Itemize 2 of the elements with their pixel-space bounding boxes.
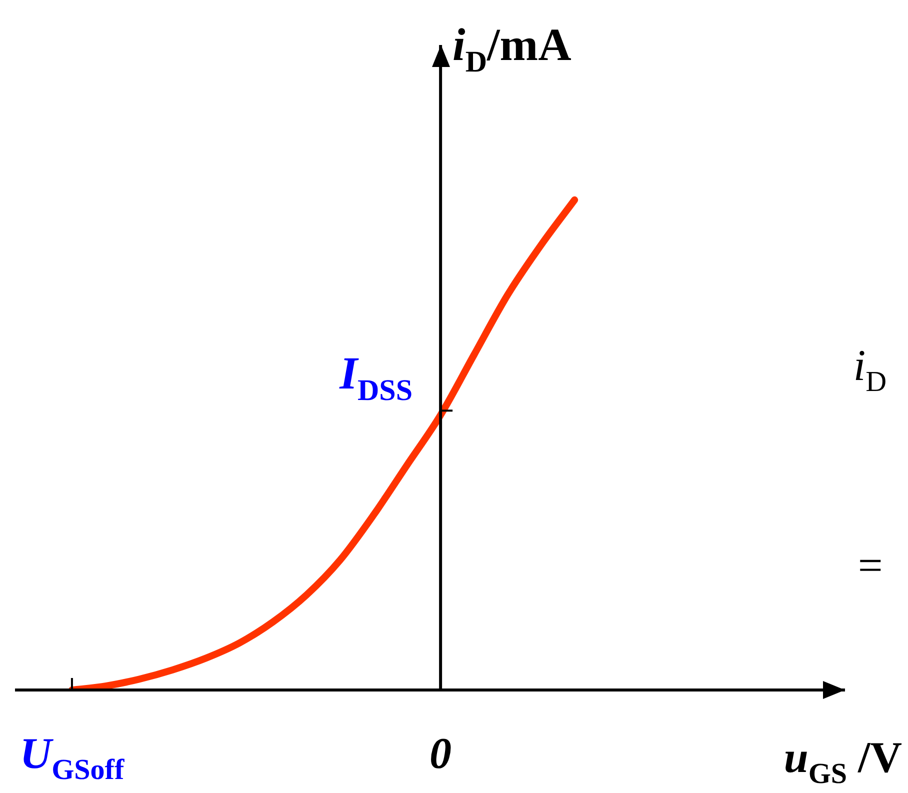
text: =	[855, 541, 885, 590]
x-tick-label: 0	[430, 729, 452, 778]
